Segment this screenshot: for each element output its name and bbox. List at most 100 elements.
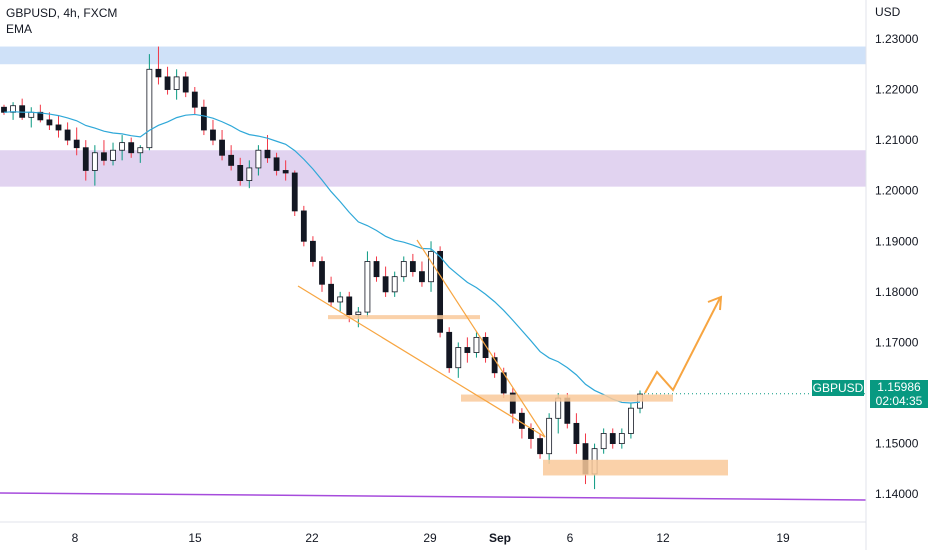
candle-body <box>137 147 144 154</box>
x-tick-label: 6 <box>567 531 574 545</box>
candle-body <box>37 111 44 121</box>
candle-body <box>364 261 371 313</box>
candle-body <box>409 261 416 273</box>
wedge-upper-line <box>416 239 546 438</box>
x-tick-label: 29 <box>423 531 437 545</box>
y-tick-label: 1.18000 <box>875 285 919 299</box>
wedge-lower-line <box>297 285 546 438</box>
candle-body <box>337 296 344 303</box>
candle-body <box>346 296 353 316</box>
candle-body <box>491 357 498 374</box>
y-tick-label: 1.15000 <box>875 437 919 451</box>
candle-body <box>282 170 289 174</box>
last-price: 1.15986 <box>877 380 921 394</box>
candle-body <box>246 167 253 181</box>
ema-line <box>3 111 641 404</box>
zone-resistance-purple <box>0 150 866 187</box>
y-tick-label: 1.14000 <box>875 487 919 501</box>
candle-body <box>64 129 71 141</box>
candle-body <box>419 271 425 283</box>
candle-body <box>28 111 35 118</box>
candle-body <box>191 91 198 108</box>
symbol-badge: GBPUSD <box>812 380 864 396</box>
zone-resistance-blue <box>0 46 866 65</box>
x-tick-label: 15 <box>188 531 202 545</box>
x-tick-label: Sep <box>489 531 511 545</box>
candle-body <box>573 422 580 444</box>
level-box-2 <box>461 394 673 402</box>
candle-body <box>600 433 607 450</box>
currency-label: USD <box>875 5 901 19</box>
projection-arrowhead <box>707 295 723 311</box>
last-price-badge: 1.15986 02:04:35 <box>870 380 928 408</box>
candle-body <box>618 433 625 444</box>
candle-body <box>200 106 207 131</box>
candle-body <box>546 417 553 455</box>
y-tick-label: 1.22000 <box>875 83 919 97</box>
candle-body <box>319 261 325 285</box>
candle-body <box>473 336 480 353</box>
candle-body <box>73 139 80 149</box>
candle-body <box>628 407 634 434</box>
y-tick-label: 1.20000 <box>875 184 919 198</box>
candle-body <box>219 139 225 156</box>
candle-body <box>110 149 116 161</box>
candle-body <box>1 106 7 113</box>
candle-body <box>128 142 135 154</box>
candle-body <box>182 76 189 93</box>
candle-body <box>391 276 398 293</box>
bar-countdown: 02:04:35 <box>875 394 923 408</box>
x-tick-label: 19 <box>776 531 790 545</box>
candle-body <box>155 68 162 78</box>
candle-body <box>146 68 153 149</box>
candle-body <box>264 149 271 159</box>
x-tick-label: 8 <box>72 531 79 545</box>
candle-body <box>518 412 525 429</box>
candle-body <box>464 347 471 353</box>
projection-path <box>644 297 721 394</box>
candle-body <box>455 347 462 369</box>
level-box-1 <box>328 315 480 320</box>
y-tick-label: 1.23000 <box>875 32 919 46</box>
candle-body <box>482 336 489 359</box>
candle-body <box>446 331 453 369</box>
candle-body <box>400 261 407 278</box>
level-box-3 <box>543 459 728 476</box>
candle-body <box>228 154 235 166</box>
candle-body <box>373 261 380 278</box>
candle-body <box>164 76 171 90</box>
chart-legend: GBPUSD, 4h, FXCM EMA <box>6 5 117 37</box>
candle-body <box>428 250 434 283</box>
candle-body <box>564 397 571 424</box>
symbol-title[interactable]: GBPUSD, 4h, FXCM <box>6 6 118 20</box>
candle-body <box>55 124 62 131</box>
x-tick-label: 12 <box>656 531 670 545</box>
candle-body <box>328 283 334 303</box>
candle-body <box>119 142 126 151</box>
candle-body <box>382 276 389 293</box>
candle-body <box>310 240 316 262</box>
candle-body <box>237 165 244 181</box>
candle-body <box>210 129 216 141</box>
candle-body <box>46 119 53 126</box>
y-tick-label: 1.21000 <box>875 133 919 147</box>
x-tick-label: 22 <box>305 531 319 545</box>
candle-body <box>291 172 298 212</box>
indicator-label[interactable]: EMA <box>6 22 33 36</box>
candle-body <box>273 157 280 171</box>
candle-body <box>437 250 444 333</box>
candle-body <box>82 147 89 171</box>
candle-body <box>91 152 98 171</box>
candle-body <box>101 152 107 161</box>
candle-body <box>255 149 262 169</box>
candle-body <box>173 76 180 90</box>
y-tick-label: 1.17000 <box>875 335 919 349</box>
candle-body <box>10 105 16 113</box>
candle-body <box>355 311 362 316</box>
candle-body <box>609 433 616 444</box>
candle-body <box>509 392 516 414</box>
support-trendline <box>0 492 867 501</box>
candle-body <box>537 438 543 455</box>
y-tick-label: 1.19000 <box>875 234 919 248</box>
